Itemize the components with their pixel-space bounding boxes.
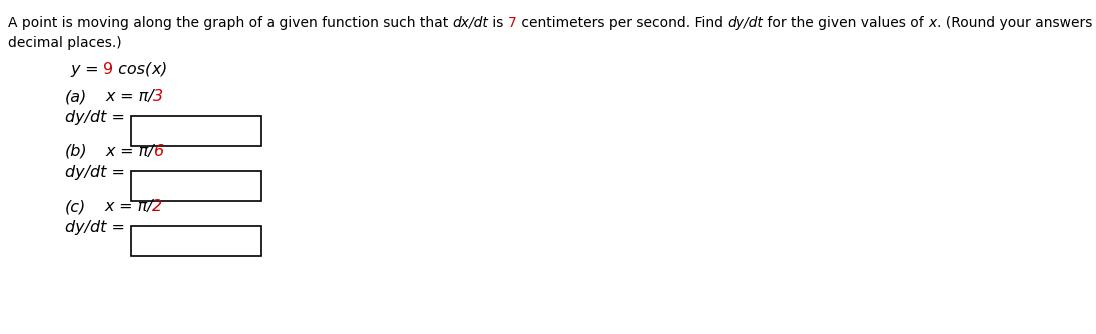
Text: dx/dt: dx/dt xyxy=(453,16,489,30)
Text: dy/dt =: dy/dt = xyxy=(65,220,125,235)
Text: x: x xyxy=(151,62,161,77)
Text: 2: 2 xyxy=(152,199,162,214)
Bar xyxy=(130,226,261,256)
Text: x: x xyxy=(105,89,115,104)
Text: =: = xyxy=(80,62,103,77)
Bar xyxy=(130,116,261,146)
Text: x: x xyxy=(928,16,937,30)
Text: x: x xyxy=(105,144,115,159)
Bar xyxy=(130,171,261,201)
Text: dy/dt: dy/dt xyxy=(728,16,763,30)
Text: decimal places.): decimal places.) xyxy=(8,36,122,50)
Text: A point is moving along the graph of a given function such that: A point is moving along the graph of a g… xyxy=(8,16,453,30)
Text: ): ) xyxy=(161,62,168,77)
Text: = π/: = π/ xyxy=(114,199,152,214)
Text: (a): (a) xyxy=(65,89,88,104)
Text: 7: 7 xyxy=(509,16,517,30)
Text: x: x xyxy=(104,199,114,214)
Text: (b): (b) xyxy=(65,144,88,159)
Text: 9: 9 xyxy=(103,62,113,77)
Text: for the given values of: for the given values of xyxy=(763,16,928,30)
Text: (c): (c) xyxy=(65,199,87,214)
Text: y: y xyxy=(70,62,80,77)
Text: cos(: cos( xyxy=(113,62,151,77)
Text: 3: 3 xyxy=(153,89,163,104)
Text: dy/dt =: dy/dt = xyxy=(65,165,125,180)
Text: . (Round your answers to three: . (Round your answers to three xyxy=(937,16,1096,30)
Text: is: is xyxy=(489,16,509,30)
Text: dy/dt =: dy/dt = xyxy=(65,110,125,125)
Text: = π/: = π/ xyxy=(115,89,153,104)
Text: centimeters per second. Find: centimeters per second. Find xyxy=(517,16,728,30)
Text: 6: 6 xyxy=(153,144,164,159)
Text: = π/: = π/ xyxy=(115,144,153,159)
